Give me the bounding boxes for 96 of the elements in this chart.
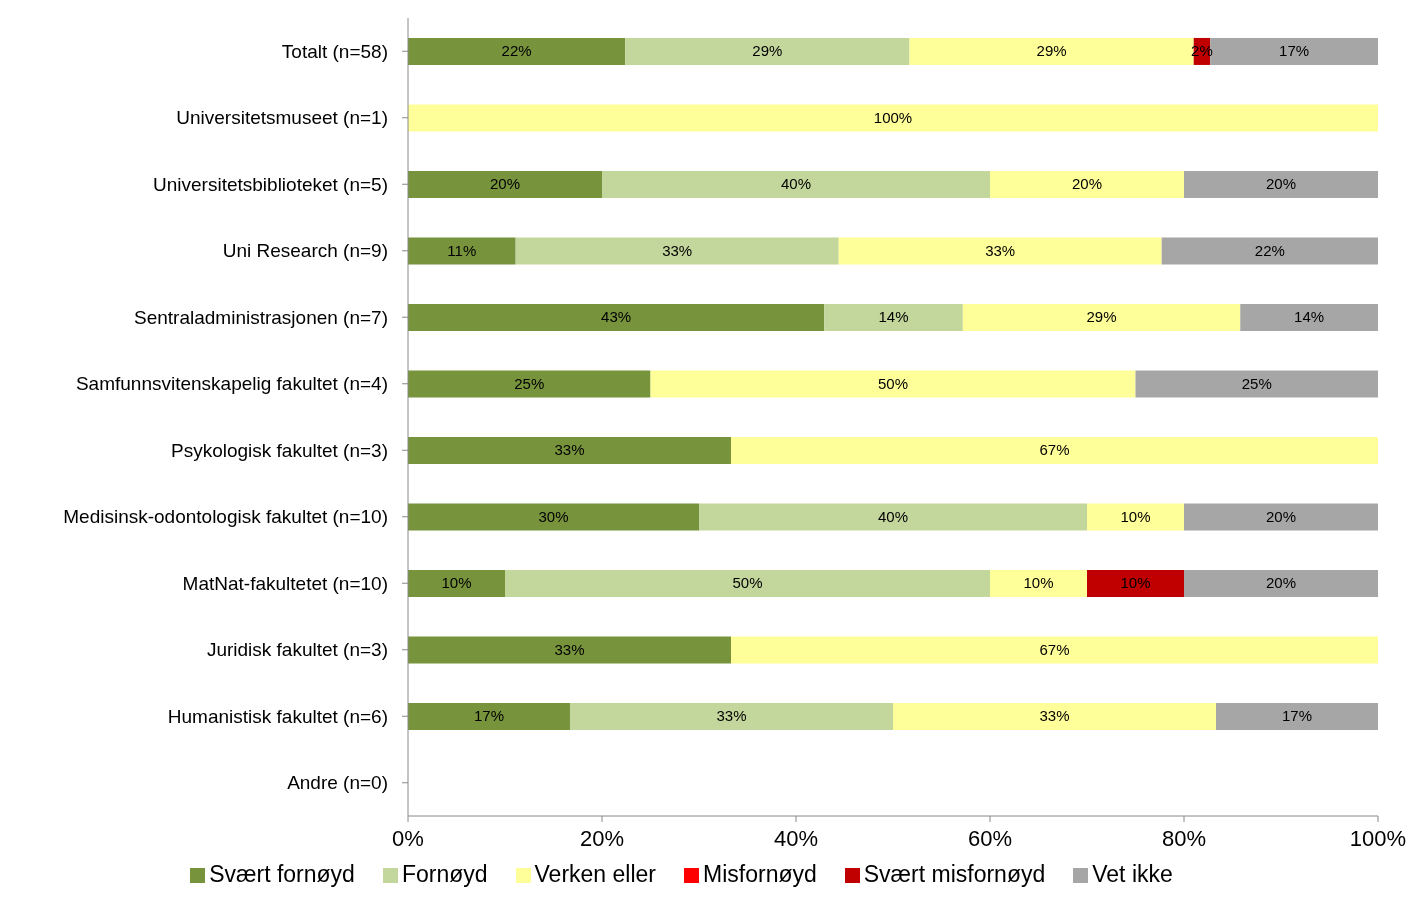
data-label: 67% <box>1039 441 1070 459</box>
y-tick-label: Medisinsk-odontologisk fakultet (n=10) <box>63 506 388 528</box>
data-label: 22% <box>1254 241 1285 259</box>
data-label: 17% <box>473 707 505 725</box>
bar <box>408 37 626 65</box>
bar <box>1135 370 1378 398</box>
bar <box>838 237 1162 265</box>
bar <box>824 303 963 331</box>
data-label: 29% <box>1036 42 1067 60</box>
bar <box>962 303 1241 331</box>
x-tick-label: 0% <box>392 825 424 851</box>
legend-label: Verken eller <box>534 861 657 887</box>
data-label: 20% <box>1265 574 1297 592</box>
legend-label: Fornøyd <box>401 861 488 887</box>
data-label: 14% <box>878 308 909 326</box>
data-label: 29% <box>752 42 783 60</box>
bar <box>408 569 505 597</box>
legend-label: Svært fornøyd <box>209 861 355 887</box>
bar <box>731 636 1378 664</box>
x-tick-label: 80% <box>1161 825 1207 851</box>
y-tick-label: Universitetsmuseet (n=1) <box>176 107 388 129</box>
y-tick-label: Samfunnsvitenskapelig fakultet (n=4) <box>75 373 388 395</box>
bar <box>650 370 1136 398</box>
data-label: 43% <box>601 308 632 326</box>
x-tick-label: 40% <box>773 825 819 851</box>
bar <box>1216 702 1378 730</box>
bar <box>408 170 602 198</box>
x-tick-label: 20% <box>579 825 625 851</box>
bar <box>731 436 1378 464</box>
x-tick-label: 60% <box>967 825 1013 851</box>
bar <box>1240 303 1378 331</box>
legend-label: Misfornøyd <box>703 861 817 887</box>
data-label: 50% <box>732 574 763 592</box>
bar <box>408 503 699 531</box>
data-label: 10% <box>1023 574 1054 592</box>
data-label: 40% <box>780 175 812 193</box>
data-label: 25% <box>1241 374 1272 392</box>
bar <box>408 237 516 265</box>
data-label: 33% <box>554 441 585 459</box>
y-tick-label: Universitetsbiblioteket (n=5) <box>153 173 388 195</box>
data-label: 50% <box>877 374 909 392</box>
y-tick-label: Psykologisk fakultet (n=3) <box>170 439 388 461</box>
data-label: 40% <box>877 507 909 525</box>
bar <box>990 569 1087 597</box>
bar <box>602 170 990 198</box>
y-tick-label: Totalt (n=58) <box>281 40 388 62</box>
data-label: 33% <box>1039 707 1070 725</box>
data-label: 22% <box>501 42 532 60</box>
bar <box>893 702 1217 730</box>
bar <box>408 370 651 398</box>
y-tick-label: Juridisk fakultet (n=3) <box>206 639 388 661</box>
y-tick-label: Andre (n=0) <box>287 772 388 794</box>
data-label: 33% <box>662 241 693 259</box>
legend-label: Svært misfornøyd <box>863 861 1046 887</box>
data-label: 17% <box>1279 42 1310 60</box>
bar <box>408 636 732 664</box>
bar <box>408 436 732 464</box>
data-label: 67% <box>1039 640 1070 658</box>
data-label: 20% <box>489 175 521 193</box>
bar <box>408 702 570 730</box>
y-tick-label: Humanistisk fakultet (n=6) <box>167 705 388 727</box>
bar <box>515 237 839 265</box>
data-label: 33% <box>554 640 585 658</box>
bar <box>625 37 910 65</box>
data-label: 10% <box>1120 574 1151 592</box>
bar <box>569 702 893 730</box>
bar <box>1184 503 1378 531</box>
bar <box>505 569 990 597</box>
bar <box>1087 503 1184 531</box>
data-label: 14% <box>1294 308 1325 326</box>
x-tick-label: 100% <box>1349 825 1407 851</box>
data-label: 10% <box>441 574 472 592</box>
bar <box>699 503 1087 531</box>
legend-label: Vet ikke <box>1092 861 1173 887</box>
data-label: 30% <box>538 507 569 525</box>
data-label: 10% <box>1120 507 1151 525</box>
data-label: 20% <box>1265 175 1297 193</box>
data-label: 29% <box>1086 308 1117 326</box>
bar <box>1184 170 1378 198</box>
y-tick-label: Sentraladministrasjonen (n=7) <box>134 306 388 328</box>
data-label: 17% <box>1281 707 1313 725</box>
data-label: 20% <box>1071 175 1103 193</box>
bar <box>1161 237 1378 265</box>
y-tick-label: MatNat-fakultetet (n=10) <box>182 572 388 594</box>
y-tick-label: Uni Research (n=9) <box>222 240 388 262</box>
data-label: 25% <box>514 374 545 392</box>
data-label: 33% <box>716 707 747 725</box>
data-label: 20% <box>1265 507 1297 525</box>
data-label: 100% <box>873 108 913 126</box>
bar <box>408 303 825 331</box>
bar <box>1087 569 1184 597</box>
data-label: 11% <box>447 241 477 259</box>
bar <box>1184 569 1378 597</box>
bar <box>990 170 1184 198</box>
data-label: 33% <box>985 241 1016 259</box>
bar <box>408 104 1378 132</box>
